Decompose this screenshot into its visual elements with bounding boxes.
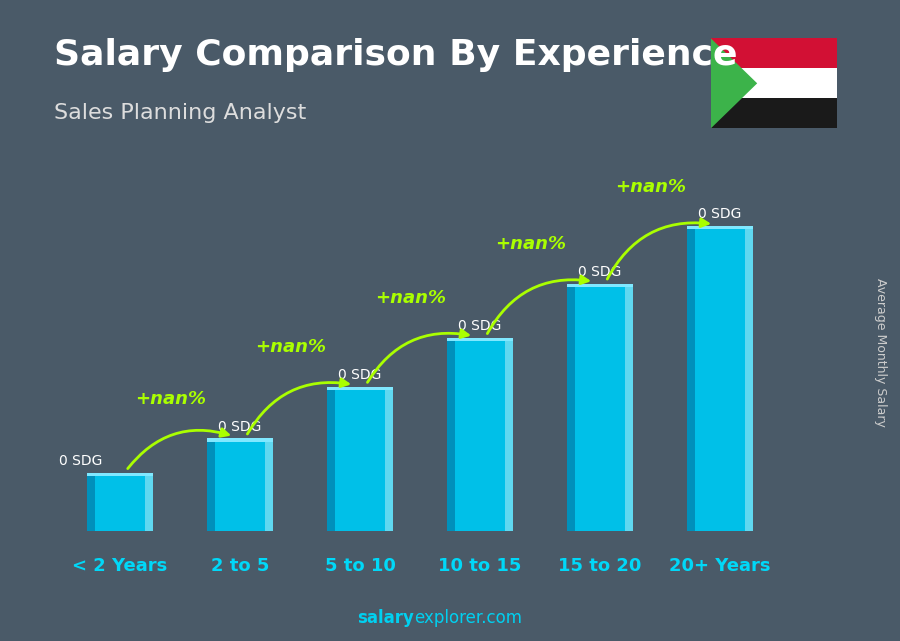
- Text: +nan%: +nan%: [375, 289, 446, 307]
- Text: Sales Planning Analyst: Sales Planning Analyst: [54, 103, 306, 122]
- Bar: [711, 69, 837, 98]
- Bar: [207, 439, 215, 531]
- Bar: [335, 388, 385, 531]
- Text: 0 SDG: 0 SDG: [579, 265, 622, 279]
- Bar: [567, 283, 633, 287]
- Text: 20+ Years: 20+ Years: [670, 557, 770, 575]
- Bar: [687, 227, 695, 531]
- Bar: [505, 339, 513, 531]
- Bar: [87, 473, 153, 476]
- Bar: [575, 285, 626, 531]
- Bar: [87, 474, 94, 531]
- Text: +nan%: +nan%: [495, 235, 566, 253]
- Bar: [454, 339, 505, 531]
- Bar: [695, 227, 745, 531]
- Bar: [626, 285, 633, 531]
- FancyArrowPatch shape: [487, 276, 589, 333]
- FancyArrowPatch shape: [248, 379, 348, 434]
- Text: 0 SDG: 0 SDG: [698, 207, 742, 221]
- Text: 5 to 10: 5 to 10: [325, 557, 395, 575]
- Bar: [207, 438, 273, 442]
- Text: 10 to 15: 10 to 15: [438, 557, 522, 575]
- Text: +nan%: +nan%: [135, 390, 206, 408]
- Text: salary: salary: [357, 609, 414, 627]
- Text: 2 to 5: 2 to 5: [211, 557, 269, 575]
- Text: 0 SDG: 0 SDG: [59, 454, 103, 468]
- Text: Salary Comparison By Experience: Salary Comparison By Experience: [54, 38, 737, 72]
- Polygon shape: [711, 38, 757, 128]
- Bar: [215, 439, 266, 531]
- Bar: [567, 285, 575, 531]
- Bar: [145, 474, 153, 531]
- Text: explorer.com: explorer.com: [414, 609, 522, 627]
- Bar: [711, 98, 837, 128]
- Text: +nan%: +nan%: [615, 178, 686, 196]
- Bar: [711, 38, 837, 69]
- Bar: [327, 387, 393, 390]
- Text: 15 to 20: 15 to 20: [558, 557, 642, 575]
- Bar: [94, 474, 145, 531]
- Text: 0 SDG: 0 SDG: [338, 368, 382, 382]
- Bar: [327, 388, 335, 531]
- Bar: [447, 339, 454, 531]
- FancyArrowPatch shape: [128, 429, 229, 469]
- Bar: [687, 226, 753, 229]
- Text: < 2 Years: < 2 Years: [72, 557, 167, 575]
- Bar: [745, 227, 753, 531]
- Text: Average Monthly Salary: Average Monthly Salary: [874, 278, 886, 427]
- Bar: [385, 388, 393, 531]
- FancyArrowPatch shape: [367, 330, 468, 383]
- Bar: [266, 439, 273, 531]
- Text: 0 SDG: 0 SDG: [219, 419, 262, 433]
- FancyArrowPatch shape: [608, 219, 708, 279]
- Text: +nan%: +nan%: [255, 338, 326, 356]
- Text: 0 SDG: 0 SDG: [458, 319, 501, 333]
- Bar: [447, 338, 513, 341]
